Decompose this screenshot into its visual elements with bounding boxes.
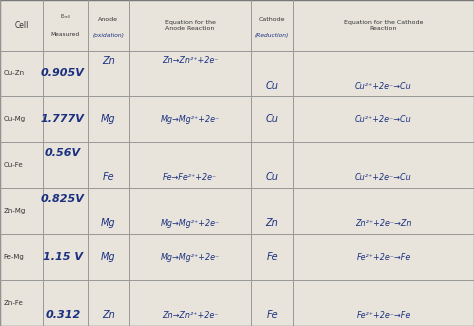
Bar <box>129 280 251 326</box>
Text: Cu: Cu <box>265 172 279 182</box>
Text: Zn: Zn <box>266 218 278 228</box>
Text: Cu-Zn: Cu-Zn <box>4 70 25 77</box>
Bar <box>43 280 88 326</box>
Text: 0.312: 0.312 <box>45 310 81 320</box>
Text: Mg: Mg <box>101 114 116 125</box>
Bar <box>43 142 88 188</box>
Text: Cu-Fe: Cu-Fe <box>4 162 23 168</box>
Bar <box>251 188 293 234</box>
Bar <box>43 51 88 96</box>
Bar <box>129 142 251 188</box>
Bar <box>129 96 251 142</box>
Text: Fe: Fe <box>102 172 114 182</box>
Text: Cu-Mg: Cu-Mg <box>4 116 26 122</box>
Text: Anode: Anode <box>98 17 118 22</box>
Text: Fe: Fe <box>266 252 278 262</box>
Text: Mg: Mg <box>101 218 116 228</box>
Bar <box>293 51 474 96</box>
Bar <box>0 280 43 326</box>
Text: Fe: Fe <box>266 310 278 320</box>
Text: Fe→Fe²⁺+2e⁻: Fe→Fe²⁺+2e⁻ <box>163 173 217 182</box>
Bar <box>0 96 43 142</box>
Bar <box>251 96 293 142</box>
Bar <box>129 188 251 234</box>
Text: Zn-Fe: Zn-Fe <box>4 300 24 306</box>
Text: Mg→Mg²⁺+2e⁻: Mg→Mg²⁺+2e⁻ <box>160 253 219 262</box>
Bar <box>293 0 474 51</box>
Bar <box>0 142 43 188</box>
Bar <box>293 142 474 188</box>
Text: 0.905V: 0.905V <box>41 68 85 79</box>
Text: Cu²⁺+2e⁻→Cu: Cu²⁺+2e⁻→Cu <box>355 115 412 124</box>
Text: Mg: Mg <box>101 252 116 262</box>
Text: 1.15 V: 1.15 V <box>43 252 83 262</box>
Bar <box>0 0 43 51</box>
Bar <box>88 188 129 234</box>
Bar <box>88 142 129 188</box>
Bar <box>43 0 88 51</box>
Text: Mg→Mg²⁺+2e⁻: Mg→Mg²⁺+2e⁻ <box>160 115 219 124</box>
Bar <box>251 0 293 51</box>
Bar <box>0 234 43 280</box>
Text: Equation for the
Anode Reaction: Equation for the Anode Reaction <box>164 20 216 31</box>
Bar <box>129 0 251 51</box>
Bar <box>88 96 129 142</box>
Text: Cu: Cu <box>265 114 279 125</box>
Text: Cu: Cu <box>265 81 279 91</box>
Text: Eₙₑₗₗ: Eₙₑₗₗ <box>60 14 70 19</box>
Text: Cell: Cell <box>14 21 28 30</box>
Bar <box>129 51 251 96</box>
Text: (oxidation): (oxidation) <box>92 33 124 38</box>
Bar <box>251 280 293 326</box>
Bar <box>251 234 293 280</box>
Bar <box>293 280 474 326</box>
Text: Cathode: Cathode <box>259 17 285 22</box>
Bar <box>293 96 474 142</box>
Bar <box>88 280 129 326</box>
Text: Mg→Mg²⁺+2e⁻: Mg→Mg²⁺+2e⁻ <box>160 219 219 228</box>
Bar <box>43 188 88 234</box>
Text: Zn: Zn <box>102 310 115 320</box>
Text: Measured: Measured <box>51 32 80 37</box>
Bar <box>88 234 129 280</box>
Text: Zn-Mg: Zn-Mg <box>4 208 26 214</box>
Text: Zn: Zn <box>102 56 115 67</box>
Bar <box>129 234 251 280</box>
Text: Zn²⁺+2e⁻→Zn: Zn²⁺+2e⁻→Zn <box>355 219 412 228</box>
Bar <box>0 188 43 234</box>
Bar <box>293 234 474 280</box>
Bar <box>293 188 474 234</box>
Text: Fe²⁺+2e⁻→Fe: Fe²⁺+2e⁻→Fe <box>356 311 410 320</box>
Text: Cu²⁺+2e⁻→Cu: Cu²⁺+2e⁻→Cu <box>355 173 412 182</box>
Bar <box>43 96 88 142</box>
Text: (Reduction): (Reduction) <box>255 33 289 38</box>
Bar <box>43 234 88 280</box>
Text: Zn→Zn²⁺+2e⁻: Zn→Zn²⁺+2e⁻ <box>162 311 219 320</box>
Text: 0.56V: 0.56V <box>45 148 81 158</box>
Text: Zn→Zn²⁺+2e⁻: Zn→Zn²⁺+2e⁻ <box>162 56 219 66</box>
Bar <box>251 142 293 188</box>
Text: Fe-Mg: Fe-Mg <box>4 254 25 260</box>
Text: Equation for the Cathode
Reaction: Equation for the Cathode Reaction <box>344 20 423 31</box>
Bar <box>0 51 43 96</box>
Text: 1.777V: 1.777V <box>41 114 85 125</box>
Text: Fe²⁺+2e⁻→Fe: Fe²⁺+2e⁻→Fe <box>356 253 410 262</box>
Bar <box>251 51 293 96</box>
Bar <box>88 0 129 51</box>
Text: Cu²⁺+2e⁻→Cu: Cu²⁺+2e⁻→Cu <box>355 82 412 91</box>
Text: 0.825V: 0.825V <box>41 194 85 204</box>
Bar <box>88 51 129 96</box>
